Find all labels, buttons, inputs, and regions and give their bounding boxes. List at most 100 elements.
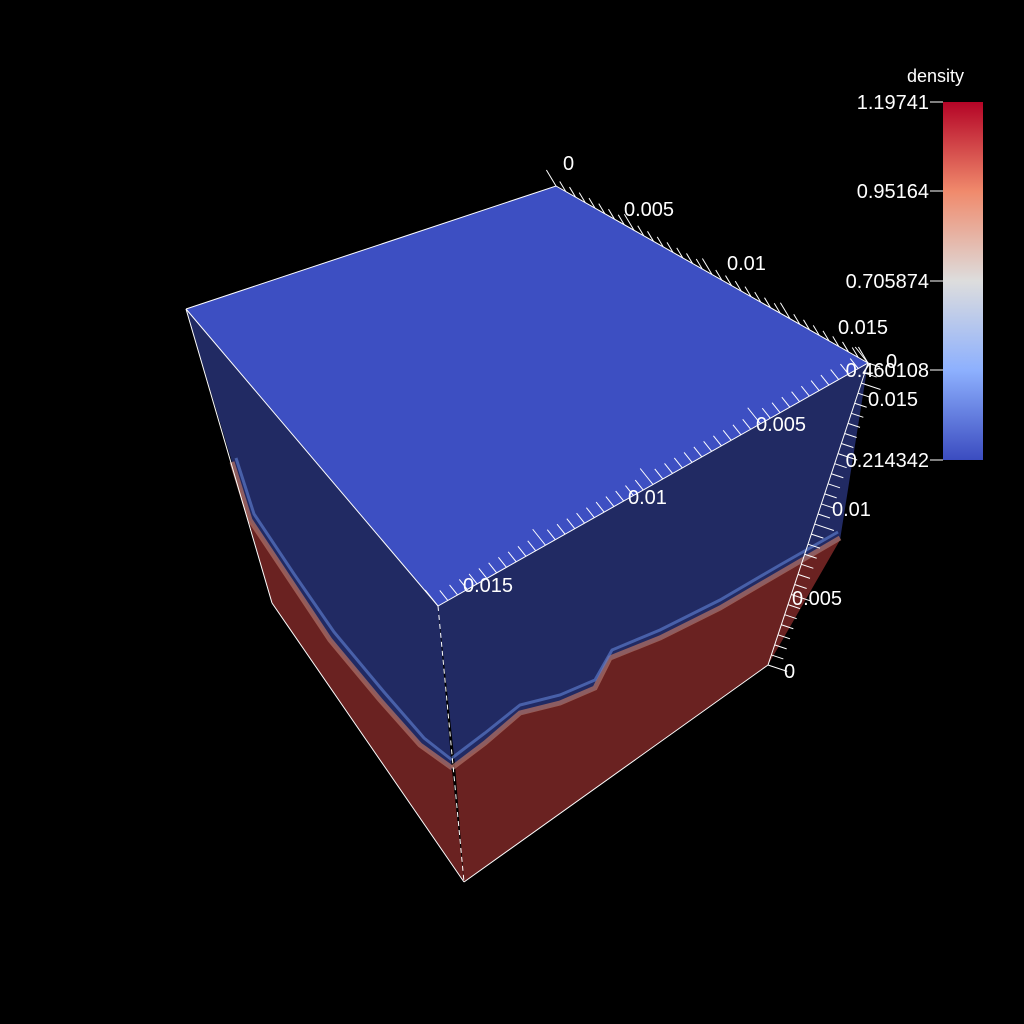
right-face-upper xyxy=(438,363,868,765)
legend-label-max: 1.19741 xyxy=(857,92,929,114)
top-axis-label-3: 0.015 xyxy=(838,317,888,339)
right-axis-label-0: 0 xyxy=(784,661,795,683)
top-axis-labels: 0 0.005 0.01 0.015 xyxy=(563,153,888,339)
ticks-front-tick xyxy=(625,485,634,496)
front-axis-label-1: 0.005 xyxy=(756,414,806,436)
front-axis-ticks xyxy=(424,346,869,607)
ticks-right-tick xyxy=(851,412,864,418)
ticks-front-tick xyxy=(693,446,703,458)
ticks-front-tick xyxy=(532,528,546,546)
top-axis-label-2: 0.01 xyxy=(727,253,766,275)
ticks-front-tick xyxy=(747,407,761,425)
ticks-right-tick xyxy=(784,614,797,620)
ticks-top-tick xyxy=(812,325,820,336)
ticks-right-tick xyxy=(794,583,807,589)
ticks-front-tick xyxy=(527,540,537,552)
ticks-top-tick xyxy=(617,214,625,225)
ticks-front-tick xyxy=(595,501,605,513)
ticks-right-tick xyxy=(814,523,835,531)
ticks-front-tick xyxy=(830,369,840,380)
ticks-front-tick xyxy=(654,468,664,480)
right-axis-ticks xyxy=(767,362,881,672)
top-axis-label-0: 0 xyxy=(563,153,574,175)
ticks-front-tick xyxy=(546,529,556,541)
ticks-top-tick xyxy=(569,186,576,198)
ticks-front-tick xyxy=(771,402,781,414)
interface-band-right xyxy=(450,535,842,770)
ticks-front-tick xyxy=(468,573,478,585)
ticks-front-tick xyxy=(722,430,732,441)
ticks-top-tick xyxy=(851,347,859,358)
ticks-top-tick xyxy=(744,286,752,297)
ticks-top-tick xyxy=(754,291,762,303)
ticks-front-tick xyxy=(498,557,507,568)
edge-bottom-right xyxy=(463,664,769,883)
ticks-right-tick xyxy=(834,463,847,469)
ticks-right-tick xyxy=(791,594,811,602)
legend-tick-marks xyxy=(930,101,943,461)
ticks-right-tick xyxy=(864,372,877,378)
legend-title: density xyxy=(907,66,964,86)
ticks-front-tick xyxy=(449,584,458,596)
legend-label-3: 0.705874 xyxy=(846,271,929,293)
ticks-front-tick xyxy=(478,568,488,579)
ticks-right-tick xyxy=(837,453,858,461)
interface-band-right-blue xyxy=(451,530,839,760)
ticks-front-tick xyxy=(507,551,517,563)
ticks-front-tick xyxy=(439,590,449,601)
ticks-right-tick xyxy=(767,664,788,672)
edge-left-vertical xyxy=(185,308,273,604)
ticks-top-tick xyxy=(545,169,557,187)
ticks-front-tick xyxy=(673,457,683,469)
ticks-front-tick xyxy=(742,418,752,430)
ticks-front-tick xyxy=(810,380,820,391)
ticks-top-tick xyxy=(559,181,567,192)
edge-front-vertical xyxy=(437,605,465,883)
ticks-right-tick xyxy=(801,563,814,569)
ticks-front-tick xyxy=(576,512,585,524)
ticks-front-tick xyxy=(820,374,830,386)
ticks-top-tick xyxy=(578,192,586,203)
ticks-top-tick xyxy=(715,269,723,281)
ticks-right-tick xyxy=(781,624,794,630)
ticks-top-tick xyxy=(764,297,771,308)
front-axis-label-3: 0.015 xyxy=(463,575,513,597)
ticks-right-tick xyxy=(787,604,801,610)
ticks-top-tick xyxy=(666,242,674,253)
left-face-lower xyxy=(232,462,464,882)
front-axis-label-0: 0 xyxy=(886,351,897,373)
ticks-top-tick xyxy=(725,275,732,286)
ticks-front-tick xyxy=(458,579,468,590)
ticks-right-tick xyxy=(841,443,854,449)
ticks-front-tick xyxy=(781,396,791,408)
ticks-right-tick xyxy=(811,533,824,539)
ticks-right-tick xyxy=(821,503,834,509)
ticks-right-tick xyxy=(831,473,844,479)
ticks-front-tick xyxy=(566,518,576,529)
ticks-top-tick xyxy=(773,302,781,314)
ticks-right-tick xyxy=(807,543,821,549)
right-axis-label-3: 0.015 xyxy=(868,389,918,411)
ticks-top-tick xyxy=(695,258,703,270)
ticks-right-tick xyxy=(867,362,881,368)
top-face xyxy=(186,186,868,606)
ticks-front-tick xyxy=(517,545,527,557)
interface-band-left-blue xyxy=(234,457,453,762)
legend-label-min: 0.214342 xyxy=(846,450,929,472)
ticks-front-tick xyxy=(615,490,625,502)
ticks-right-tick xyxy=(847,422,861,428)
ticks-front-tick xyxy=(732,424,742,436)
ticks-right-tick xyxy=(857,392,871,398)
density-cube xyxy=(185,185,870,883)
ticks-front-tick xyxy=(424,589,439,607)
ticks-top-tick xyxy=(832,336,840,347)
ticks-right-tick xyxy=(827,483,841,489)
interface-band-left xyxy=(229,461,454,771)
ticks-front-tick xyxy=(703,441,713,452)
ticks-top-tick xyxy=(793,314,801,325)
front-axis-labels: 0 0.005 0.01 0.015 xyxy=(463,351,897,597)
ticks-right-tick xyxy=(774,644,787,650)
ticks-front-tick xyxy=(849,358,859,369)
ticks-front-tick xyxy=(664,463,673,474)
